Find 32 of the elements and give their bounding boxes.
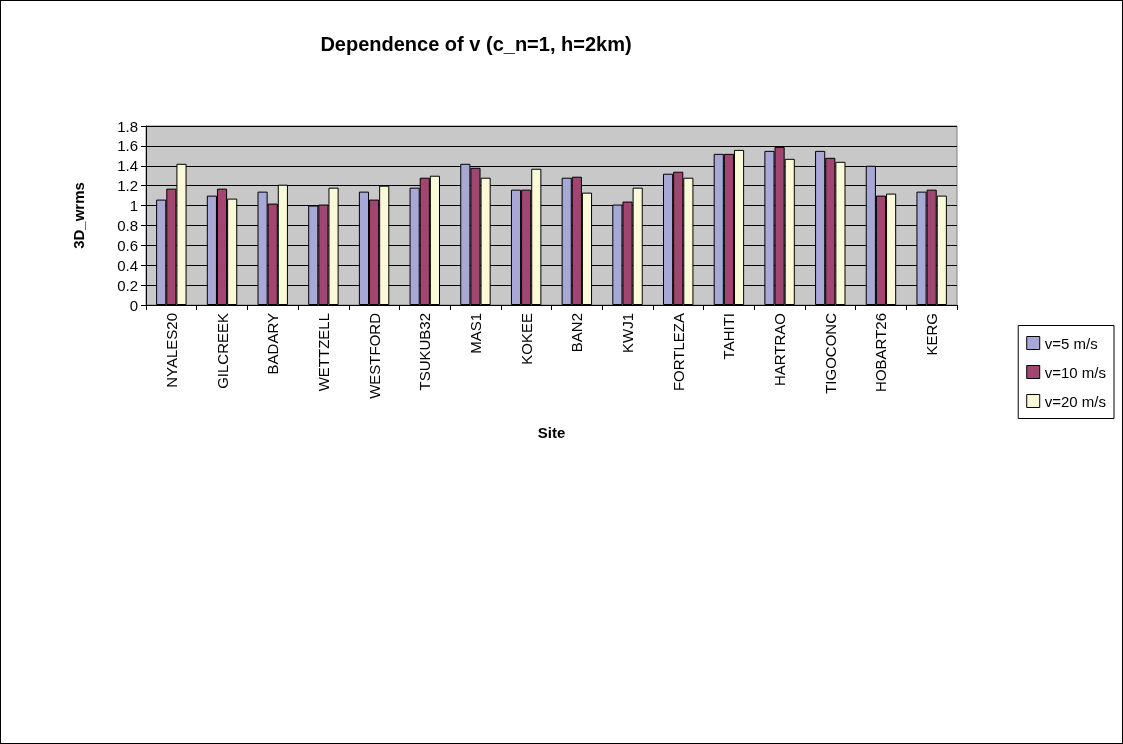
y-tick-label: 0.6 <box>117 236 138 254</box>
y-tick-label: 0 <box>129 296 138 314</box>
x-tick-label: WETTZELL <box>314 313 332 392</box>
y-tick-label: 1.6 <box>117 137 138 155</box>
x-tick-label: HARTRAO <box>771 313 789 387</box>
x-tick-label: HOBART26 <box>872 313 890 392</box>
x-tick-label: KERG <box>923 313 941 356</box>
x-tick-label: BAN2 <box>568 313 586 353</box>
y-tick-label: 1.4 <box>117 157 138 175</box>
x-tick-label: BADARY <box>264 313 282 375</box>
x-tick-label: KWJ1 <box>619 313 637 354</box>
chart-title: Dependence of v (c_n=1, h=2km) <box>320 33 632 55</box>
x-tick-label: FORTLEZA <box>669 313 687 392</box>
y-axis-title: 3D_wrms <box>70 182 87 249</box>
legend-label: v=20 m/s <box>1044 392 1107 410</box>
legend-label: v=5 m/s <box>1044 334 1098 352</box>
x-tick-label: TIGOCONC <box>821 312 839 394</box>
y-tick-label: 0.8 <box>117 216 138 234</box>
x-tick-label: NYALES20 <box>162 313 180 388</box>
legend-label: v=10 m/s <box>1044 363 1107 381</box>
y-tick-label: 0.2 <box>117 276 138 294</box>
y-tick-label: 1.8 <box>117 117 138 135</box>
x-tick-label: TSUKUB32 <box>416 313 434 391</box>
x-axis-title: Site <box>537 424 566 441</box>
x-tick-label: TAHITI <box>720 313 738 360</box>
x-tick-label: KOKEE <box>517 313 535 365</box>
x-tick-label: WESTFORD <box>365 312 383 399</box>
y-tick-label: 1.2 <box>117 177 138 195</box>
x-tick-label: GILCREEK <box>213 313 231 389</box>
x-tick-label: MAS1 <box>466 313 484 354</box>
y-tick-label: 1 <box>129 197 138 215</box>
y-tick-label: 0.4 <box>117 256 138 274</box>
